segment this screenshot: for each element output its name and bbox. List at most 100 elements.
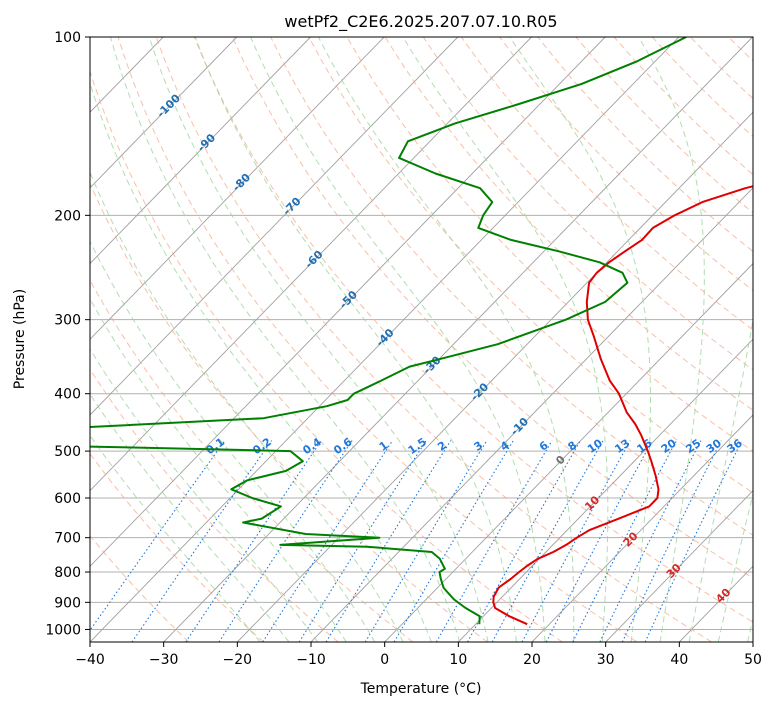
moist-adiabat-line <box>747 617 753 642</box>
y-tick-label: 100 <box>54 30 81 46</box>
mixing-ratio-line <box>185 440 322 642</box>
isotherm-label: -50 <box>337 288 360 311</box>
dry-adiabat-line <box>499 37 753 292</box>
moist-adiabat-line <box>90 297 347 642</box>
x-tick-label: −40 <box>75 652 105 668</box>
moist-adiabat-line <box>90 434 261 642</box>
isotherm-line <box>163 37 753 642</box>
dry-adiabat-line <box>90 452 264 642</box>
dry-adiabat-line <box>90 182 488 642</box>
profile-lines <box>90 37 753 626</box>
mixing-ratio-label: 16 <box>635 436 655 456</box>
x-axis: −40 −30 −20 −10 0 10 20 30 40 50 <box>75 642 762 668</box>
x-tick-label: 0 <box>380 652 389 668</box>
dry-adiabat-line <box>90 279 414 642</box>
x-tick-label: 10 <box>449 652 467 668</box>
dry-adiabat-line <box>90 69 563 642</box>
y-tick-label: 1000 <box>45 622 81 638</box>
mixing-ratio-label: 25 <box>683 437 703 456</box>
isotherm-line <box>90 37 606 567</box>
isotherm-label: -20 <box>468 380 491 403</box>
y-tick-label: 400 <box>54 387 81 403</box>
dewpoint-line <box>90 37 687 625</box>
plot-frame <box>89 36 754 643</box>
isotherm-line <box>90 37 311 265</box>
isotherm-label: -10 <box>508 415 531 438</box>
isotherm-line <box>384 262 753 642</box>
mixing-ratio-line <box>521 440 631 642</box>
y-tick-label: 300 <box>54 313 81 329</box>
moist-adiabat-line <box>90 240 376 642</box>
y-axis: 100 200 300 400 500 600 700 800 900 1000 <box>45 30 90 638</box>
mixing-ratio-label: 0.1 <box>204 435 227 457</box>
mixing-ratio-label: 10 <box>585 436 605 456</box>
isotherm-label: 20 <box>621 529 641 549</box>
dry-adiabat-line <box>767 37 775 642</box>
mixing-ratio-line <box>131 440 273 642</box>
mixing-ratio-line <box>262 440 393 642</box>
moist-adiabat-line <box>638 37 705 642</box>
y-tick-label: 200 <box>54 208 81 224</box>
mixing-ratio-label: 0.4 <box>300 435 324 457</box>
mixing-ratio-label: 13 <box>612 437 632 456</box>
mixing-ratio-line <box>298 440 427 642</box>
isotherm-line <box>605 490 753 642</box>
mixing-ratio-label: 30 <box>704 436 724 456</box>
x-tick-label: 30 <box>597 652 615 668</box>
moist-adiabat-line <box>194 37 517 642</box>
isotherm-line <box>90 37 459 416</box>
chart-title: wetPf2_C2E6.2025.207.07.10.R05 <box>284 12 557 32</box>
y-tick-label: 900 <box>54 595 81 611</box>
mixing-ratio-line <box>599 440 702 642</box>
dry-adiabat-line <box>90 368 339 642</box>
mixing-ratio-line <box>364 440 488 642</box>
mixing-ratio-label: 1.5 <box>406 435 429 457</box>
x-tick-label: 50 <box>744 652 762 668</box>
dry-adiabat-line <box>193 37 753 623</box>
dry-adiabat-line <box>117 37 638 642</box>
x-tick-label: 40 <box>670 652 688 668</box>
isotherm-line <box>90 37 238 189</box>
mixing-ratio-line <box>393 440 514 642</box>
y-axis-label: Pressure (hPa) <box>12 289 28 389</box>
y-tick-label: 600 <box>54 491 81 507</box>
moist-adiabat-line <box>318 37 575 642</box>
mixing-ratio-line <box>325 440 452 642</box>
mixing-ratio-line <box>435 440 553 642</box>
mixing-ratio-line <box>621 440 722 642</box>
y-tick-label: 500 <box>54 444 81 460</box>
moist-adiabat-line <box>148 37 489 642</box>
dry-adiabat-line <box>346 37 753 452</box>
moist-adiabat-line <box>90 171 404 642</box>
mixing-ratio-line <box>218 440 353 642</box>
isotherm-line <box>90 37 532 492</box>
mixing-ratio-line <box>644 440 743 642</box>
mixing-ratio-line <box>491 440 604 642</box>
temperature-line <box>492 185 753 626</box>
moist-adiabat-line <box>509 37 651 642</box>
dry-adiabat-line <box>232 37 753 579</box>
dry-adiabat-line <box>422 37 753 371</box>
isotherm-label: 30 <box>664 561 684 581</box>
isotherm-line <box>310 187 753 642</box>
isotherm-label: -60 <box>302 248 325 271</box>
dry-adiabat-line <box>728 37 753 62</box>
mixing-ratio-label: 0.6 <box>331 435 355 457</box>
dry-adiabat-line <box>651 37 753 138</box>
isotherm-line <box>752 641 753 642</box>
moist-adiabat-line <box>250 37 546 642</box>
dry-adiabat-line <box>690 37 753 100</box>
dry-adiabat-line <box>90 534 190 642</box>
y-tick-label: 800 <box>54 565 81 581</box>
dry-adiabat-line <box>155 37 712 642</box>
dry-adiabat-line <box>270 37 753 536</box>
isotherm-line <box>90 37 385 340</box>
isotherm-label: 0 <box>553 453 568 468</box>
moist-adiabat-line <box>110 37 461 642</box>
isotherm-label: -30 <box>420 353 443 376</box>
x-tick-label: 20 <box>523 652 541 668</box>
isotherm-label: -70 <box>280 194 303 217</box>
moist-adiabat-line <box>90 348 319 642</box>
x-tick-label: −10 <box>296 652 326 668</box>
